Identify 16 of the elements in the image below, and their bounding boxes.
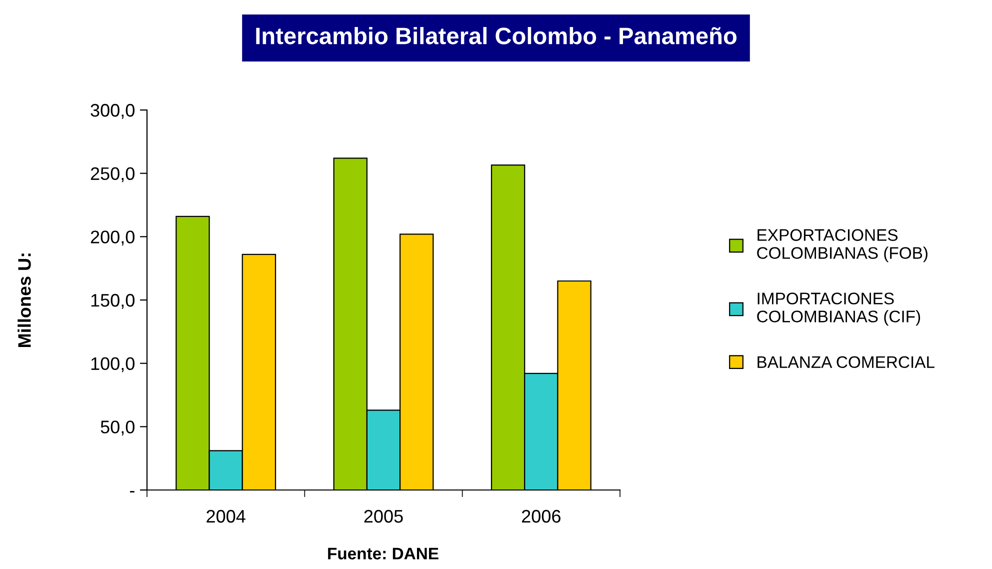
legend-label: BALANZA COMERCIAL xyxy=(758,356,934,368)
y-tick-label: - xyxy=(130,491,134,492)
y-axis-title: Millones U: xyxy=(18,254,31,347)
x-tick-label: 2004 xyxy=(206,510,246,523)
y-tick-label: 100,0 xyxy=(91,357,134,372)
x-tick-label: 2005 xyxy=(364,510,403,523)
x-tick-label: 2006 xyxy=(522,510,560,523)
legend-label: EXPORTACIONES COLOMBIANAS (FOB) xyxy=(757,229,928,262)
y-tick-label: 50,0 xyxy=(100,420,134,436)
y-tick-label: 200,0 xyxy=(90,230,134,246)
legend-label: IMPORTACIONES COLOMBIANAS (CIF) xyxy=(757,292,920,326)
y-tick-label: 150,0 xyxy=(91,294,134,309)
source-note: Fuente: DANE xyxy=(328,548,438,560)
y-tick-label: 250,0 xyxy=(90,167,134,182)
y-tick-label: 300,0 xyxy=(90,104,134,119)
chart-title: Intercambio Bilateral Colombo - Panameño xyxy=(256,26,736,44)
